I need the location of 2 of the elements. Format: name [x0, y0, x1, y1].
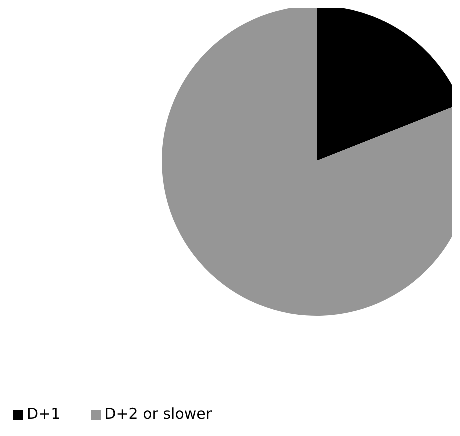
- legend-label: D+2 or slower: [104, 405, 212, 423]
- legend-label: D+1: [27, 405, 61, 423]
